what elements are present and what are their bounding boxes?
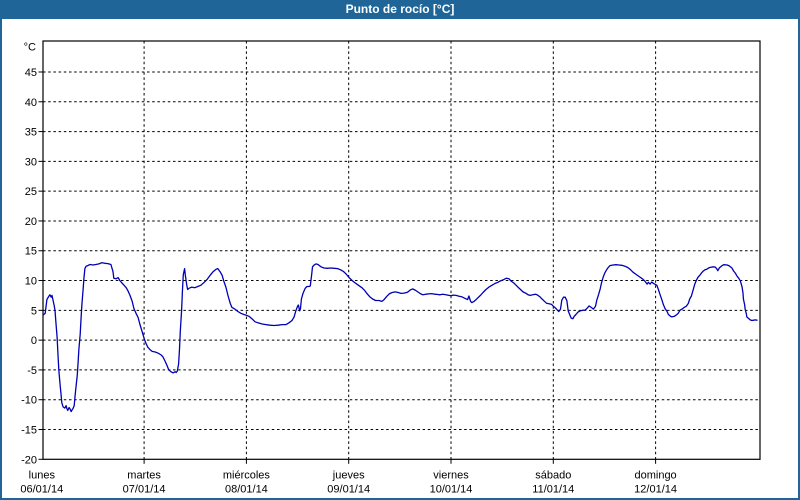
day-name-label: martes xyxy=(127,469,161,481)
y-tick-label: 20 xyxy=(25,216,37,228)
y-tick-label: 0 xyxy=(31,335,37,347)
chart-title: Punto de rocío [°C] xyxy=(345,2,455,16)
day-date-label: 12/01/14 xyxy=(634,483,677,495)
y-tick-label: 15 xyxy=(25,246,37,258)
x-gridlines xyxy=(143,41,657,460)
y-tick-label: 5 xyxy=(31,305,37,317)
x-day-labels: lunes 06/01/14 martes 07/01/14 miércoles 08/0… xyxy=(20,469,677,495)
y-tick-label: 35 xyxy=(25,127,37,139)
day-date-label: 09/01/14 xyxy=(327,483,370,495)
y-axis-unit-label: °C xyxy=(24,42,36,54)
y-tick-label: -5 xyxy=(27,365,37,377)
plot-border xyxy=(42,40,761,460)
y-tick-label: 40 xyxy=(25,97,37,109)
day-date-label: 07/01/14 xyxy=(123,483,166,495)
day-date-label: 10/01/14 xyxy=(430,483,473,495)
dew-point-line xyxy=(42,262,758,413)
day-name-label: viernes xyxy=(433,469,469,481)
y-tick-label: 25 xyxy=(25,186,37,198)
day-date-label: 06/01/14 xyxy=(20,483,63,495)
y-gridlines xyxy=(43,71,760,431)
axis-ticks xyxy=(38,71,657,464)
day-name-label: miércoles xyxy=(223,469,271,481)
day-date-label: 08/01/14 xyxy=(225,483,268,495)
title-bar: Punto de rocío [°C] xyxy=(2,2,798,19)
y-tick-label: 45 xyxy=(25,67,37,79)
day-name-label: sábado xyxy=(535,469,571,481)
y-tick-label: -15 xyxy=(21,425,37,437)
y-tick-labels: 45 40 35 30 25 20 15 10 5 0 -5 -10 -15 -20 xyxy=(21,67,37,466)
day-date-label: 11/01/14 xyxy=(532,483,574,495)
y-tick-label: 10 xyxy=(25,276,37,288)
day-name-label: lunes xyxy=(29,469,56,481)
day-name-label: domingo xyxy=(634,469,676,481)
y-tick-label: -10 xyxy=(21,395,37,407)
y-tick-label: 30 xyxy=(25,156,37,168)
day-name-label: jueves xyxy=(332,469,365,481)
y-tick-label: -20 xyxy=(21,454,37,466)
